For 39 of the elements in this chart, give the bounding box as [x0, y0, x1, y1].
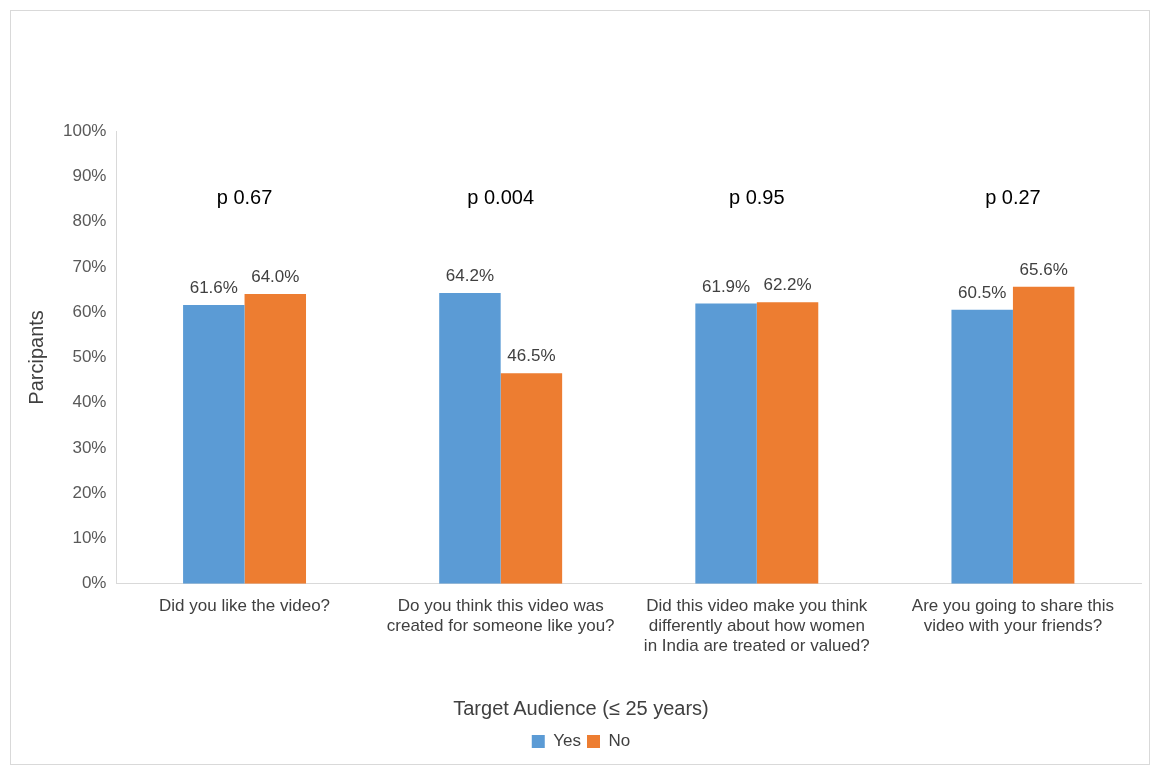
legend-label: Yes — [553, 731, 581, 751]
data-label: 61.9% — [701, 276, 751, 296]
y-tick-label: 20% — [72, 482, 107, 502]
data-label: 46.5% — [507, 346, 556, 366]
data-label: 62.2% — [763, 275, 812, 295]
y-tick-label: 0% — [81, 573, 107, 593]
legend-title: Target Audience (≤ 25 years) — [453, 696, 709, 719]
data-label: 61.6% — [189, 278, 238, 298]
y-tick-label: 60% — [72, 301, 107, 321]
y-tick-label: 50% — [72, 347, 107, 367]
bar — [183, 304, 245, 584]
data-label: 60.5% — [958, 283, 1007, 303]
x-tick-label: Did you like the video? — [159, 595, 331, 615]
bar — [1012, 286, 1075, 584]
bar — [439, 293, 501, 584]
y-tick-label: 100% — [63, 120, 107, 140]
data-label: 65.6% — [1019, 259, 1068, 279]
data-label: 64.2% — [445, 266, 495, 286]
y-tick-label: 30% — [72, 437, 107, 457]
x-tick-label: Did this video make you think differently about how women in India are treated or valued? — [643, 595, 870, 656]
annotation: p 0.67 — [216, 186, 273, 209]
y-tick-label: 10% — [72, 528, 107, 548]
bar — [244, 294, 307, 584]
annotation: p 0.27 — [985, 186, 1041, 209]
annotation: p 0.004 — [467, 186, 535, 209]
annotation: p 0.95 — [729, 186, 785, 209]
bar — [756, 302, 819, 584]
y-tick-label: 70% — [72, 256, 107, 276]
y-tick-label: 90% — [72, 165, 107, 185]
bar — [500, 373, 563, 584]
y-tick-label: 40% — [72, 392, 107, 412]
y-axis-title: Parcipants — [24, 310, 47, 405]
y-tick-label: 80% — [72, 211, 107, 231]
bar — [695, 303, 757, 584]
data-label: 64.0% — [251, 267, 300, 287]
x-tick-label: Do you think this video was created for someone like you? — [386, 595, 615, 636]
legend-label: No — [608, 731, 631, 751]
x-tick-label: Are you going to share this video with your friends? — [911, 595, 1115, 636]
bar — [951, 309, 1013, 584]
